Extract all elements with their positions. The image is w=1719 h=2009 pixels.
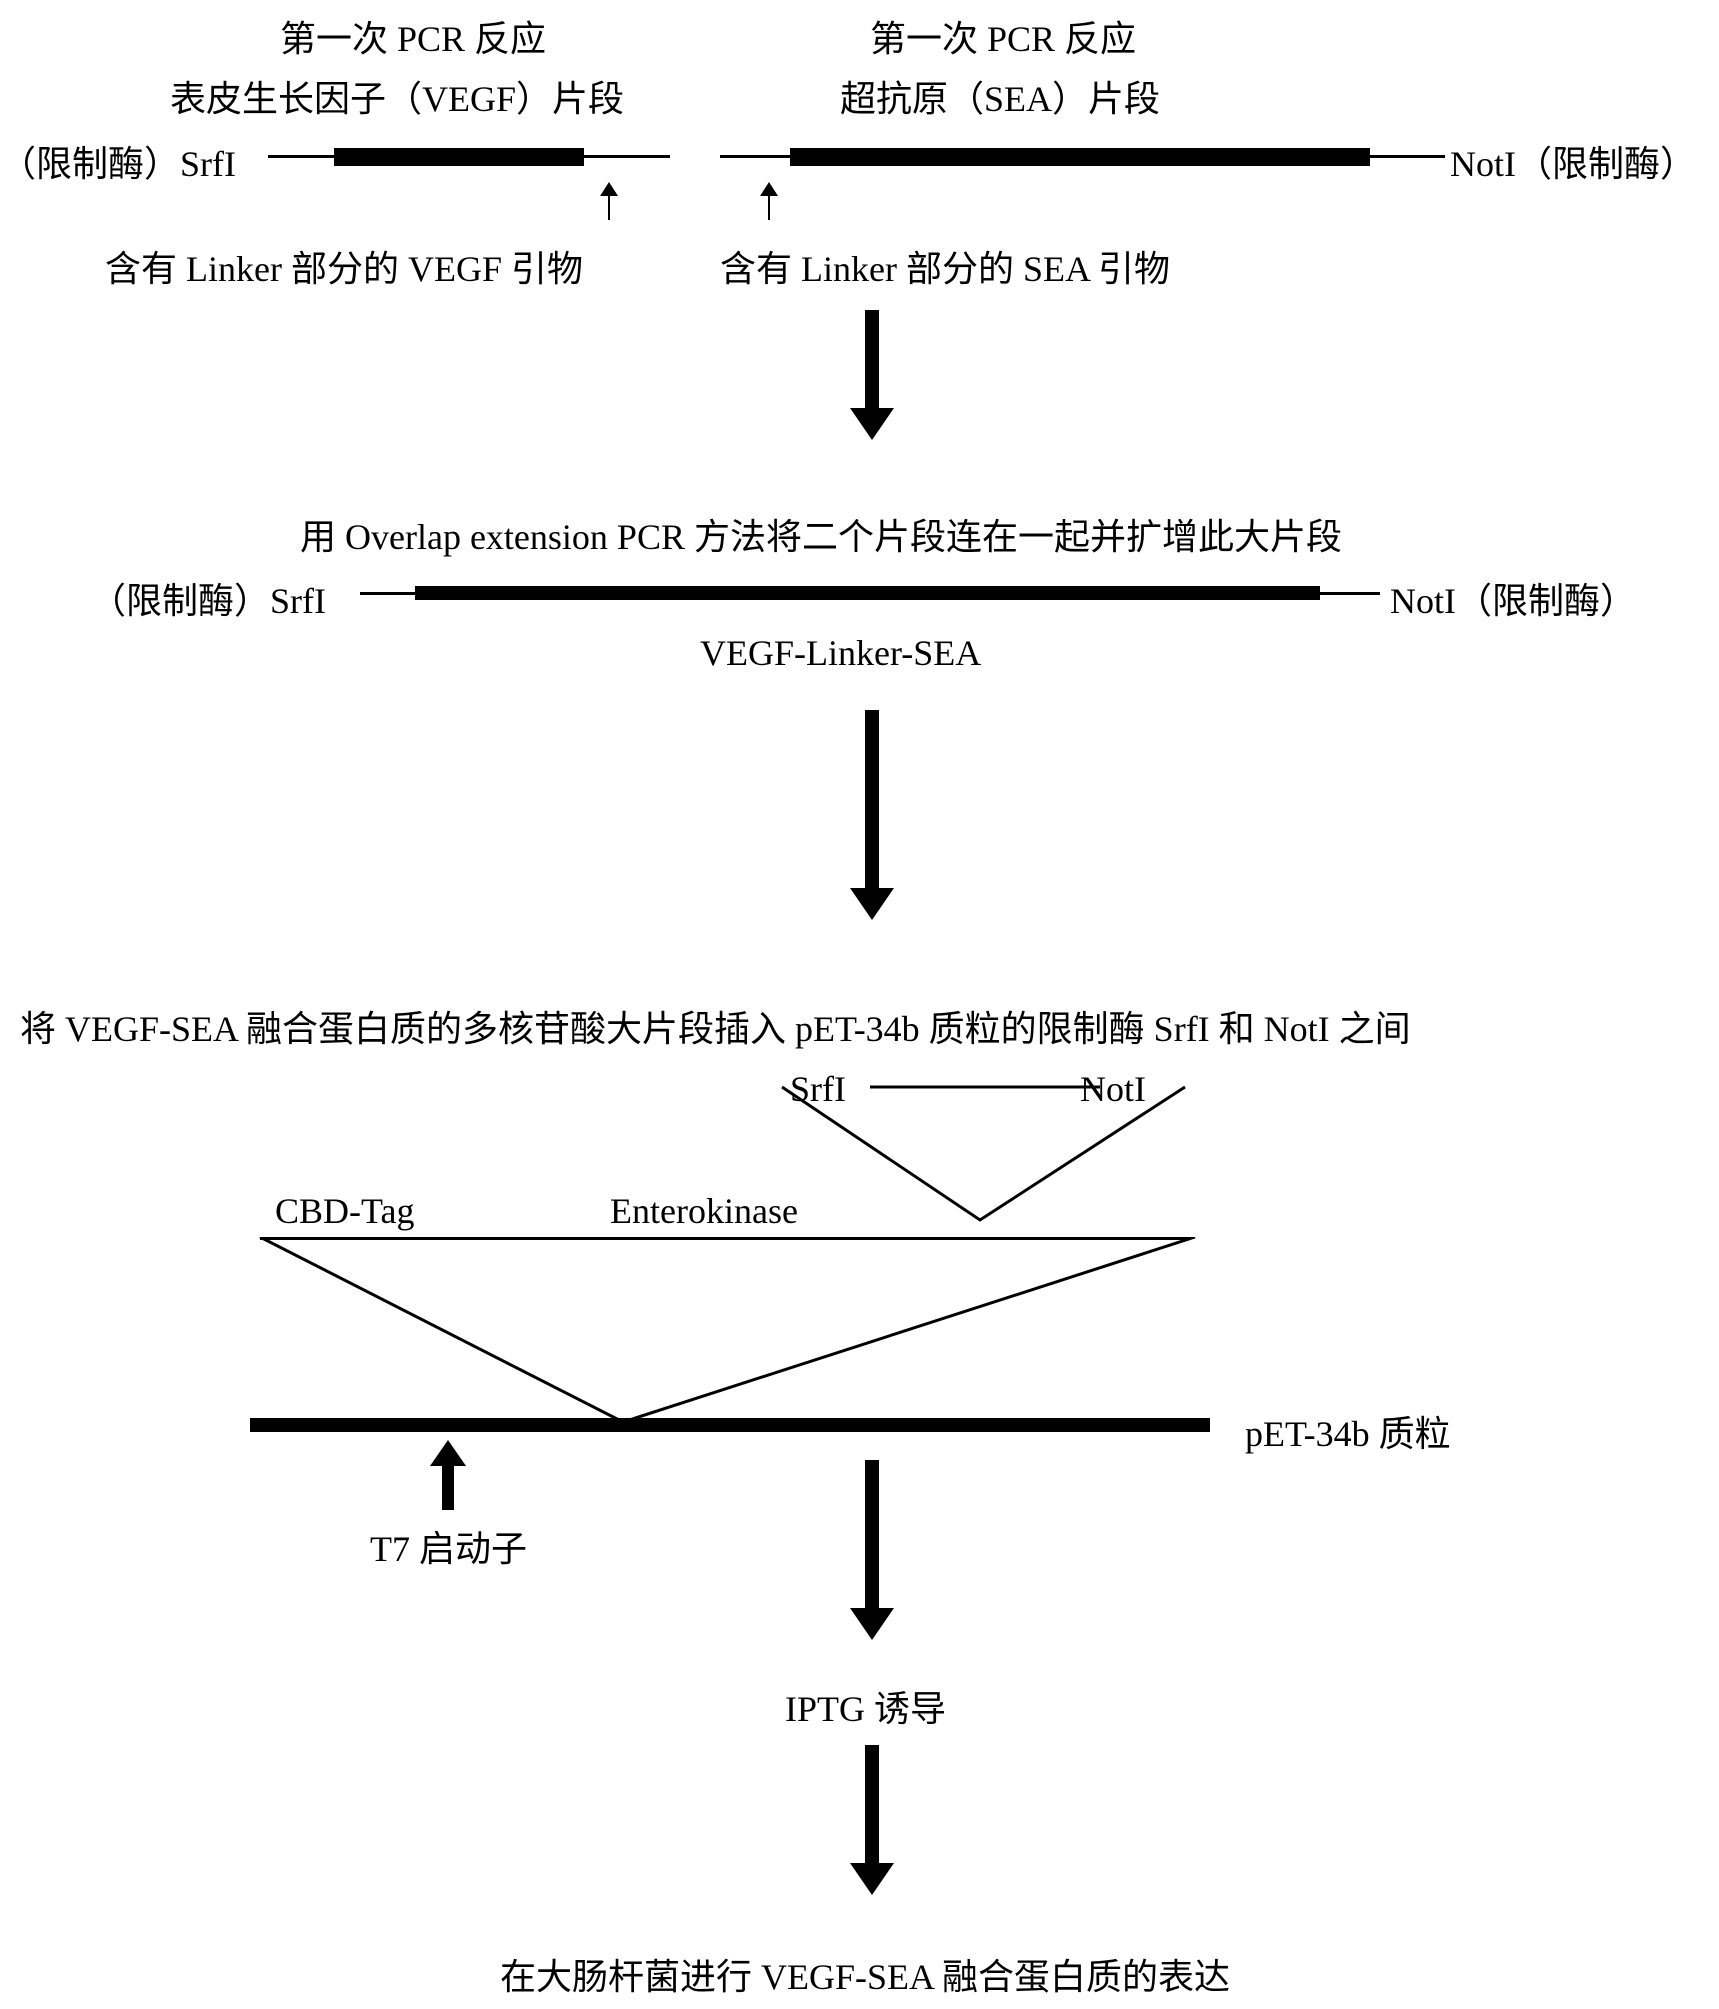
t7-promoter-label: T7 启动子 (370, 1520, 527, 1572)
left-frag-line-r (580, 155, 670, 158)
fusion-line-l (360, 592, 420, 595)
arrow-step1 (850, 310, 894, 440)
mid-left-enzyme: （限制酶）SrfI (90, 572, 326, 624)
t7-promoter-arrow (430, 1440, 466, 1510)
right-frag-line-r (1365, 155, 1445, 158)
left-pcr-title-1: 第一次 PCR 反应 (280, 10, 546, 62)
right-primer-label: 含有 Linker 部分的 SEA 引物 (720, 240, 1170, 292)
plasmid-bar (250, 1418, 1210, 1432)
plasmid-label: pET-34b 质粒 (1245, 1405, 1451, 1457)
plasmid-large-triangle (255, 1237, 1205, 1427)
fusion-line-r (1315, 592, 1380, 595)
arrow-step2 (850, 710, 894, 920)
plasmid-ek: Enterokinase (610, 1190, 798, 1232)
plasmid-small-triangle (780, 1075, 1190, 1225)
left-primer-label: 含有 Linker 部分的 VEGF 引物 (105, 240, 583, 292)
left-frag-line-l (268, 155, 338, 158)
fusion-label: VEGF-Linker-SEA (700, 632, 981, 674)
right-frag-line-l (720, 155, 795, 158)
right-primer-arrow (760, 182, 778, 220)
right-frag-bar (790, 148, 1370, 166)
arrow-step3 (850, 1460, 894, 1640)
overlap-pcr-text: 用 Overlap extension PCR 方法将二个片段连在一起并扩增此大… (300, 508, 1342, 560)
plasmid-insert-text: 将 VEGF-SEA 融合蛋白质的多核苷酸大片段插入 pET-34b 质粒的限制… (20, 1000, 1411, 1052)
iptg-label: IPTG 诱导 (785, 1680, 946, 1732)
right-enzyme-noti: NotI（限制酶） (1450, 135, 1696, 187)
left-enzyme-srfi: （限制酶）SrfI (0, 135, 236, 187)
mid-right-enzyme: NotI（限制酶） (1390, 572, 1636, 624)
left-frag-bar (334, 148, 584, 166)
right-pcr-title-1: 第一次 PCR 反应 (870, 10, 1136, 62)
right-pcr-title-2: 超抗原（SEA）片段 (840, 70, 1160, 122)
left-primer-arrow (600, 182, 618, 220)
expression-text: 在大肠杆菌进行 VEGF-SEA 融合蛋白质的表达 (500, 1948, 1230, 2000)
arrow-step4 (850, 1745, 894, 1895)
fusion-bar (415, 586, 1320, 600)
plasmid-cbd: CBD-Tag (275, 1190, 414, 1232)
left-pcr-title-2: 表皮生长因子（VEGF）片段 (170, 70, 624, 122)
